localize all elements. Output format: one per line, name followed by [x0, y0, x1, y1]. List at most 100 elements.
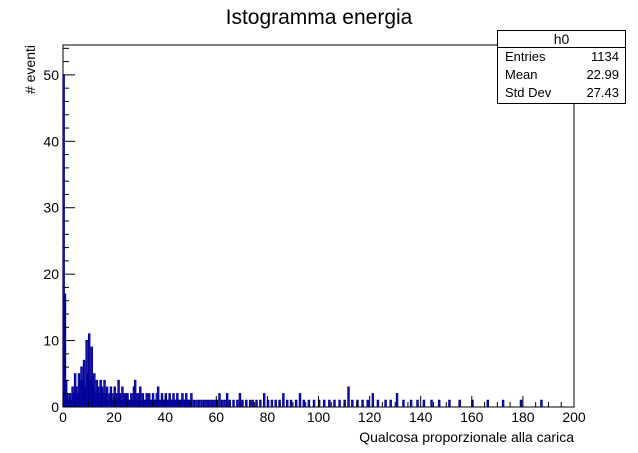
histogram-bin — [285, 399, 289, 407]
histogram-bin — [190, 393, 193, 407]
y-axis: 0 10 20 30 40 50 — [43, 47, 75, 415]
y-tick-label: 50 — [43, 67, 59, 83]
histogram-bin — [395, 393, 399, 407]
histogram-bin — [448, 399, 451, 407]
histogram-bin — [133, 379, 137, 407]
histogram-bin — [195, 399, 198, 407]
histogram-bin — [90, 346, 93, 407]
x-tick-label: 80 — [260, 409, 276, 425]
histogram-bin — [333, 399, 336, 407]
histogram-bin — [232, 399, 235, 407]
y-axis-label: # eventi — [22, 45, 38, 94]
histogram-bin — [225, 393, 229, 407]
histogram-bin — [416, 399, 419, 407]
histogram-bin — [384, 399, 387, 407]
y-tick-label: 10 — [43, 333, 59, 349]
histogram-bin — [323, 399, 326, 407]
histogram-bin — [200, 399, 203, 407]
histogram-bin — [312, 399, 316, 407]
histogram-bin — [262, 393, 266, 407]
histogram-bin — [371, 393, 375, 407]
x-tick-label: 40 — [157, 409, 173, 425]
histogram-bin — [156, 386, 160, 407]
x-tick-label: 0 — [59, 409, 67, 425]
histogram-bin — [289, 399, 293, 407]
histogram-bin — [87, 333, 91, 407]
histogram-bin — [63, 293, 67, 407]
histogram-bin — [366, 399, 369, 407]
stats-row-entries: Entries 1134 — [498, 48, 625, 66]
histogram-bin — [245, 399, 248, 407]
histogram-bin — [259, 399, 262, 407]
histogram-bin — [93, 373, 96, 407]
x-tick-label: 140 — [409, 409, 433, 425]
x-axis: 0 20 40 60 80 100 120 140 160 180 200 — [59, 396, 586, 425]
histogram-bin — [351, 399, 354, 407]
histogram-bin — [430, 399, 433, 407]
histogram-bin — [376, 399, 380, 407]
x-tick-label: 120 — [358, 409, 382, 425]
x-tick-label: 160 — [460, 409, 484, 425]
histogram-bin — [139, 386, 142, 407]
histogram-bin — [486, 399, 490, 407]
x-tick-label: 60 — [209, 409, 225, 425]
histogram-bin — [270, 399, 274, 407]
histogram-bin — [328, 399, 331, 407]
histogram-bin — [422, 399, 426, 407]
stats-label: Entries — [505, 49, 546, 64]
histogram-bars — [62, 74, 543, 407]
histogram-bin — [519, 399, 523, 407]
histogram-bin — [105, 386, 109, 407]
histogram-bin — [208, 399, 211, 407]
stats-value: 1134 — [591, 49, 619, 64]
histogram-bin — [307, 399, 311, 407]
stats-value: 22.99 — [586, 67, 619, 82]
x-tick-label: 100 — [307, 409, 331, 425]
stats-row-stddev: Std Dev 27.43 — [498, 84, 625, 102]
histogram-bin — [251, 399, 254, 407]
chart-title: Istogramma energia — [225, 6, 413, 29]
histogram-bin — [205, 399, 208, 407]
histogram-bin — [282, 393, 285, 407]
histogram-bin — [274, 399, 277, 407]
histogram-bin — [298, 393, 302, 407]
histogram-bin — [238, 393, 242, 407]
x-tick-label: 20 — [106, 409, 122, 425]
histogram-bin — [347, 386, 350, 407]
histogram-bin — [402, 399, 405, 407]
histogram-bin — [501, 399, 505, 407]
histogram-bin — [218, 393, 221, 407]
x-tick-label: 180 — [511, 409, 535, 425]
histogram-bin — [82, 359, 86, 407]
histogram-bin — [109, 386, 113, 407]
y-tick-label: 40 — [43, 133, 59, 149]
histogram-bin — [409, 399, 413, 407]
histogram-bin — [192, 399, 196, 407]
histogram-bin — [255, 399, 258, 407]
histogram-bin — [197, 399, 201, 407]
stats-box-name: h0 — [498, 31, 625, 48]
histogram-bin — [213, 399, 216, 407]
histogram-bin — [223, 399, 226, 407]
histogram-bin — [248, 399, 252, 407]
histogram-bin — [361, 399, 364, 407]
stats-label: Mean — [505, 67, 538, 82]
stats-label: Std Dev — [505, 85, 552, 100]
histogram-bin — [540, 399, 543, 407]
y-tick-label: 30 — [43, 200, 59, 216]
histogram-bin — [210, 399, 214, 407]
histogram-bin — [236, 399, 239, 407]
histogram-bin — [437, 399, 441, 407]
stats-value: 27.43 — [586, 85, 619, 100]
y-tick-label: 0 — [51, 399, 59, 415]
histogram-bin — [302, 399, 306, 407]
y-tick-label: 20 — [43, 266, 59, 282]
x-tick-label: 200 — [562, 409, 586, 425]
x-axis-label: Qualcosa proporzionale alla carica — [359, 429, 574, 445]
histogram-bin — [338, 399, 341, 407]
histogram-bin — [220, 399, 224, 407]
stats-box: h0 Entries 1134 Mean 22.99 Std Dev 27.43 — [497, 30, 626, 104]
histogram-bin — [294, 399, 298, 407]
histogram-bin — [389, 399, 392, 407]
